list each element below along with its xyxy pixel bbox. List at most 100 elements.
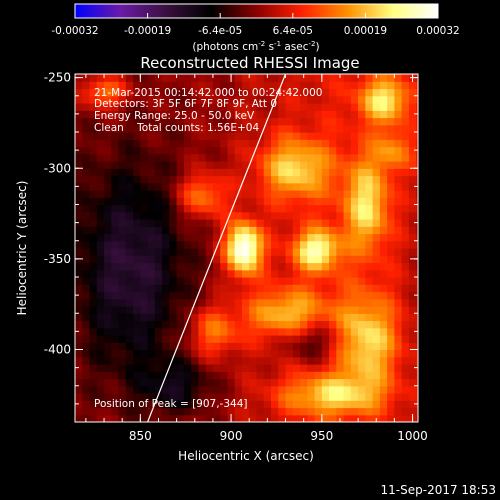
heatmap-cell	[96, 211, 105, 220]
heatmap-cell	[256, 364, 265, 372]
heatmap-cell	[271, 277, 279, 285]
heatmap-cell	[394, 139, 403, 148]
heatmap-cell	[191, 88, 200, 97]
heatmap-cell	[358, 284, 366, 293]
heatmap-cell	[408, 371, 417, 380]
heatmap-cell	[162, 335, 170, 343]
heatmap-cell	[162, 168, 170, 177]
heatmap-cell	[125, 414, 134, 422]
heatmap-cell	[329, 269, 337, 278]
heatmap-cell	[416, 88, 418, 97]
heatmap-cell	[300, 124, 308, 133]
heatmap-cell	[133, 269, 141, 278]
heatmap-cell	[75, 378, 83, 387]
heatmap-cell	[372, 349, 381, 358]
colorbar-tick-label: -0.00032	[51, 25, 98, 37]
heatmap-cell	[307, 342, 316, 351]
heatmap-cell	[256, 153, 265, 162]
heatmap-cell	[336, 407, 345, 416]
heatmap-cell	[89, 255, 98, 264]
heatmap-cell	[387, 95, 396, 104]
heatmap-cell	[82, 349, 91, 358]
heatmap-cell	[292, 81, 301, 90]
heatmap-cell	[365, 262, 374, 271]
heatmap-cell	[271, 139, 279, 148]
heatmap-cell	[321, 190, 330, 198]
heatmap-cell	[263, 117, 272, 126]
heatmap-cell	[241, 320, 250, 329]
heatmap-cell	[394, 74, 403, 82]
heatmap-cell	[176, 204, 185, 213]
heatmap-cell	[227, 226, 236, 235]
heatmap-cell	[285, 414, 294, 422]
heatmap-cell	[329, 349, 337, 358]
heatmap-cell	[133, 262, 141, 271]
heatmap-cell	[176, 168, 185, 177]
heatmap-cell	[212, 103, 221, 111]
heatmap-cell	[162, 364, 170, 372]
heatmap-cell	[350, 168, 359, 177]
heatmap-cell	[350, 306, 359, 314]
heatmap-cell	[220, 132, 229, 140]
heatmap-cell	[329, 240, 337, 249]
heatmap-cell	[154, 233, 163, 242]
heatmap-cell	[416, 356, 418, 365]
heatmap-cell	[241, 226, 250, 235]
heatmap-cell	[387, 182, 396, 191]
heatmap-cell	[169, 342, 178, 351]
heatmap-cell	[140, 284, 149, 293]
heatmap-cell	[133, 240, 141, 249]
heatmap-cell	[169, 153, 178, 162]
heatmap-cell	[111, 153, 120, 162]
heatmap-cell	[401, 219, 410, 227]
heatmap-cell	[343, 371, 352, 380]
heatmap-cell	[263, 240, 272, 249]
heatmap-cell	[227, 327, 236, 336]
heatmap-cell	[125, 190, 134, 198]
heatmap-cell	[394, 385, 403, 394]
heatmap-cell	[154, 139, 163, 148]
heatmap-cell	[387, 103, 396, 111]
heatmap-cell	[183, 233, 192, 242]
heatmap-cell	[321, 269, 330, 278]
heatmap-cell	[292, 284, 301, 293]
heatmap-cell	[212, 327, 221, 336]
heatmap-cell	[118, 269, 127, 278]
heatmap-cell	[307, 407, 316, 416]
heatmap-cell	[104, 414, 112, 422]
heatmap-cell	[336, 233, 345, 242]
heatmap-cell	[271, 298, 279, 307]
heatmap-cell	[416, 153, 418, 162]
heatmap-cell	[118, 248, 127, 256]
heatmap-cell	[329, 110, 337, 119]
heatmap-cell	[350, 335, 359, 343]
heatmap-cell	[300, 284, 308, 293]
heatmap-cell	[263, 132, 272, 140]
heatmap-cell	[278, 335, 287, 343]
heatmap-cell	[111, 197, 120, 206]
heatmap-cell	[307, 364, 316, 372]
heatmap-cell	[234, 385, 243, 394]
heatmap-cell	[249, 132, 258, 140]
heatmap-cell	[292, 356, 301, 365]
heatmap-cell	[249, 211, 258, 220]
heatmap-cell	[96, 371, 105, 380]
heatmap-cell	[379, 95, 388, 104]
heatmap-cell	[82, 132, 91, 140]
heatmap-cell	[329, 117, 337, 126]
heatmap-cell	[82, 190, 91, 198]
heatmap-cell	[394, 117, 403, 126]
heatmap-cell	[372, 385, 381, 394]
heatmap-cell	[401, 342, 410, 351]
heatmap-cell	[314, 81, 323, 90]
heatmap-cell	[365, 124, 374, 133]
heatmap-cell	[343, 103, 352, 111]
heatmap-cell	[227, 291, 236, 300]
heatmap-cell	[111, 219, 120, 227]
heatmap-cell	[292, 371, 301, 380]
heatmap-cell	[285, 255, 294, 264]
heatmap-cell	[292, 219, 301, 227]
heatmap-cell	[220, 364, 229, 372]
annotation-peak-position: Position of Peak = [907,-344]	[94, 398, 248, 410]
heatmap-cell	[183, 103, 192, 111]
